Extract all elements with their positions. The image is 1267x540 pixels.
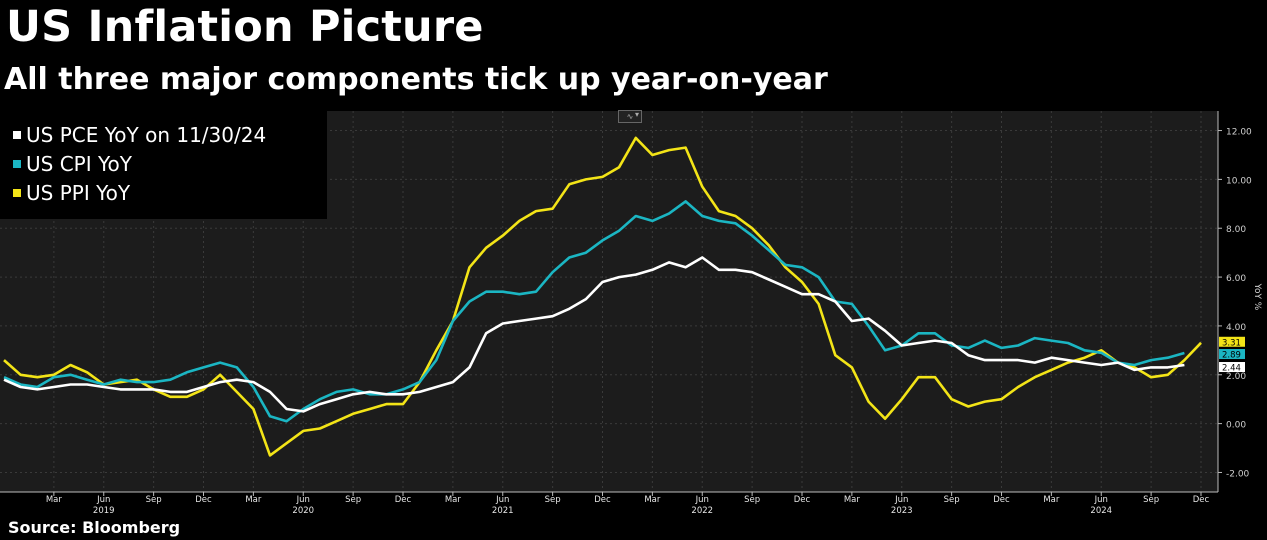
x-tick-label: Sep bbox=[744, 495, 760, 505]
last-value-label: 2.89 bbox=[1222, 351, 1241, 361]
chevron-down-icon[interactable]: ▾ bbox=[635, 110, 640, 119]
x-tick-label: Dec bbox=[195, 495, 212, 505]
y-tick-label: 0.00 bbox=[1226, 421, 1246, 431]
x-tick-label: Dec bbox=[395, 495, 412, 505]
legend-swatch-ppi bbox=[13, 189, 21, 197]
x-tick-label: Sep bbox=[1143, 495, 1159, 505]
y-axis-label: YoY % bbox=[1252, 283, 1262, 311]
legend-item-ppi: US PPI YoY bbox=[13, 181, 130, 205]
x-tick-label: Jun bbox=[695, 495, 709, 505]
legend-swatch-pce bbox=[13, 131, 21, 139]
x-tick-label: Jun bbox=[894, 495, 908, 505]
last-value-tag bbox=[1219, 336, 1245, 347]
x-tick-label: Mar bbox=[245, 495, 262, 505]
x-tick-label: Mar bbox=[46, 495, 63, 505]
y-tick-label: 8.00 bbox=[1226, 225, 1246, 235]
x-tick-label: Mar bbox=[844, 495, 861, 505]
legend-item-pce: US PCE YoY on 11/30/24 bbox=[13, 123, 266, 147]
last-value-label: 2.44 bbox=[1222, 364, 1241, 374]
last-value-label: 3.31 bbox=[1222, 338, 1241, 348]
chart-title: US Inflation Picture bbox=[6, 2, 484, 52]
x-tick-label: Jun bbox=[296, 495, 310, 505]
y-tick-label: 2.00 bbox=[1226, 372, 1246, 382]
x-year-label: 2023 bbox=[891, 506, 913, 516]
chart-legend: US PCE YoY on 11/30/24 US CPI YoY US PPI… bbox=[0, 111, 327, 219]
last-value-tag bbox=[1219, 362, 1245, 373]
x-tick-label: Mar bbox=[644, 495, 661, 505]
y-tick-label: 6.00 bbox=[1226, 274, 1246, 284]
x-tick-label: Sep bbox=[146, 495, 162, 505]
x-tick-label: Mar bbox=[1043, 495, 1060, 505]
x-tick-label: Sep bbox=[545, 495, 561, 505]
source-note: Source: Bloomberg bbox=[8, 518, 181, 537]
x-tick-label: Dec bbox=[1193, 495, 1210, 505]
x-year-label: 2019 bbox=[93, 506, 115, 516]
x-year-label: 2022 bbox=[691, 506, 713, 516]
series-line bbox=[3, 200, 1185, 423]
series-line bbox=[3, 136, 1202, 457]
x-year-label: 2024 bbox=[1090, 506, 1112, 516]
x-tick-label: Jun bbox=[495, 495, 509, 505]
x-tick-label: Jun bbox=[96, 495, 110, 505]
x-tick-label: Mar bbox=[445, 495, 462, 505]
last-value-tag bbox=[1219, 349, 1245, 360]
x-tick-label: Sep bbox=[345, 495, 361, 505]
x-tick-label: Dec bbox=[794, 495, 811, 505]
x-tick-label: Sep bbox=[944, 495, 960, 505]
legend-label-ppi: US PPI YoY bbox=[26, 181, 131, 205]
y-tick-label: -2.00 bbox=[1226, 469, 1250, 479]
y-tick-label: 12.00 bbox=[1226, 128, 1252, 138]
x-year-label: 2020 bbox=[292, 506, 314, 516]
legend-item-cpi: US CPI YoY bbox=[13, 152, 132, 176]
legend-label-pce: US PCE YoY on 11/30/24 bbox=[26, 123, 267, 147]
x-tick-label: Dec bbox=[594, 495, 611, 505]
series-line bbox=[3, 256, 1185, 413]
chart-subtitle: All three major components tick up year-… bbox=[4, 62, 828, 97]
x-tick-label: Dec bbox=[993, 495, 1010, 505]
legend-swatch-cpi bbox=[13, 160, 21, 168]
x-year-label: 2021 bbox=[492, 506, 514, 516]
x-tick-label: Jun bbox=[1094, 495, 1108, 505]
legend-label-cpi: US CPI YoY bbox=[26, 152, 132, 176]
line-chart-icon[interactable]: ∿ bbox=[618, 110, 642, 123]
y-tick-label: 10.00 bbox=[1226, 176, 1252, 186]
y-tick-label: 4.00 bbox=[1226, 323, 1246, 333]
